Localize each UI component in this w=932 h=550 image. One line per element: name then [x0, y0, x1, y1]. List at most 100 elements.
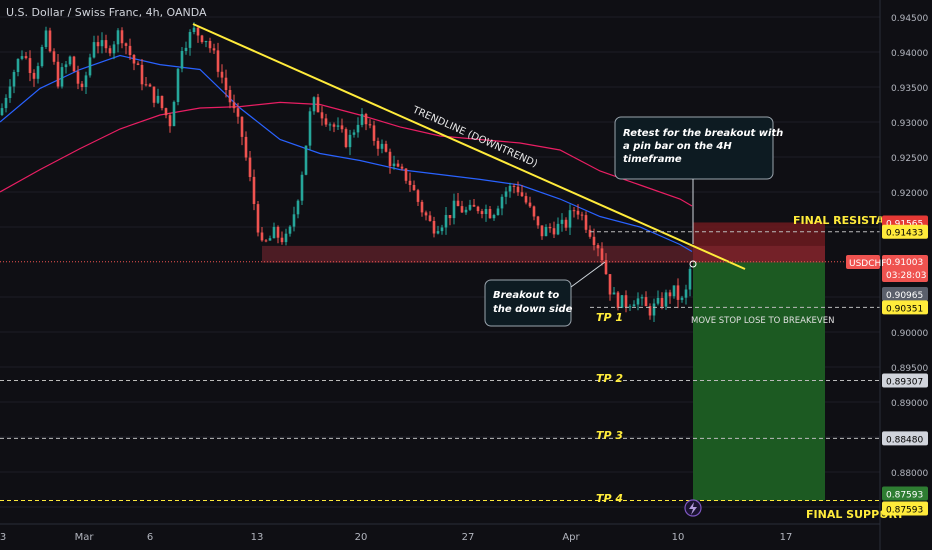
candle-body-61: [244, 136, 248, 158]
price-tick-5: 0.92000: [891, 189, 928, 199]
candle-body-130: [520, 192, 524, 197]
move-stop-label: MOVE STOP LOSE TO BREAKEVEN: [691, 316, 834, 326]
badge-final-support: 0.87593: [886, 490, 923, 500]
candle-body-6: [24, 56, 28, 59]
time-tick-5: 27: [462, 532, 475, 543]
candle-body-122: [488, 209, 492, 219]
candle-body-35: [140, 64, 144, 85]
candle-body-83: [332, 124, 336, 127]
breakout-callout-pointer: [570, 261, 606, 288]
candle-body-29: [116, 30, 120, 45]
candle-body-114: [456, 200, 460, 207]
candle-body-43: [172, 101, 176, 127]
candle-body-63: [252, 176, 256, 204]
candle-body-148: [592, 236, 596, 246]
candle-body-78: [312, 97, 316, 112]
trendline-label: TRENDLINE (DOWNTREND): [410, 104, 539, 170]
candle-body-125: [500, 196, 504, 209]
candle-body-89: [356, 124, 360, 133]
badge-countdown: 03:28:03: [886, 271, 926, 281]
price-tick-3: 0.93000: [891, 119, 928, 129]
candle-body-172: [688, 268, 692, 290]
candle-body-21: [84, 75, 88, 87]
breakout-support-zone: [262, 245, 825, 263]
retest-callout-line-1: a pin bar on the 4H: [623, 141, 732, 152]
tp3-label: TP 3: [596, 429, 623, 442]
candle-body-167: [668, 292, 672, 297]
candle-body-145: [580, 214, 584, 216]
candle-body-128: [512, 185, 516, 187]
candle-body-123: [492, 215, 496, 219]
candle-body-81: [324, 118, 328, 125]
candle-body-66: [264, 240, 268, 242]
price-tick-0: 0.94500: [891, 14, 928, 24]
candle-body-32: [128, 45, 132, 55]
candle-body-60: [240, 116, 244, 137]
badge-mid-gray: 0.90965: [886, 291, 923, 301]
candle-body-53: [212, 48, 216, 51]
candle-body-96: [384, 143, 388, 152]
candle-body-115: [460, 206, 464, 213]
candle-body-100: [400, 166, 404, 169]
candle-body-85: [340, 125, 344, 130]
candle-body-121: [484, 209, 488, 214]
badge-tp3-bg: [882, 431, 928, 446]
candle-body-90: [360, 114, 364, 125]
candle-body-11: [44, 30, 48, 47]
candle-body-8: [32, 72, 36, 79]
price-tick-12: 0.88000: [891, 469, 928, 479]
candle-body-92: [368, 124, 372, 126]
badge-tp1: 0.90351: [886, 304, 923, 314]
candle-body-50: [200, 35, 204, 43]
candle-body-25: [100, 40, 104, 47]
candle-body-70: [280, 237, 284, 243]
candle-body-68: [272, 226, 276, 239]
candle-body-102: [408, 180, 412, 185]
candle-body-126: [504, 191, 508, 197]
badge-final-support-bg: [882, 486, 928, 501]
candle-body-104: [416, 190, 420, 202]
time-tick-7: 10: [672, 532, 685, 543]
candle-body-3: [12, 72, 16, 87]
candle-body-69: [276, 226, 280, 238]
candle-body-143: [572, 210, 576, 212]
candle-body-62: [248, 157, 252, 177]
candle-body-67: [268, 238, 272, 241]
candle-body-37: [148, 84, 152, 87]
candle-body-71: [284, 233, 288, 243]
badge-symbol-bg: [846, 255, 880, 269]
candle-body-80: [320, 112, 324, 119]
candle-body-119: [476, 206, 480, 212]
ma-fast-line: [0, 54, 693, 253]
badge-entry: 0.91433: [886, 229, 923, 239]
candle-body-38: [152, 86, 156, 103]
badge-tp2-bg: [882, 373, 928, 388]
candle-body-135: [540, 225, 544, 237]
candle-body-0: [0, 108, 4, 115]
badge-entry-bg: [882, 224, 928, 239]
candle-body-149: [596, 245, 600, 249]
candle-body-108: [432, 221, 436, 234]
candle-body-84: [336, 125, 340, 127]
candle-body-155: [620, 295, 624, 308]
candle-body-168: [672, 285, 676, 297]
candle-body-16: [64, 64, 68, 68]
candle-body-23: [92, 42, 96, 58]
badge-current-bg: [882, 255, 928, 282]
candle-body-65: [260, 232, 264, 241]
candle-body-73: [292, 214, 296, 227]
candle-body-40: [160, 95, 164, 109]
candle-body-91: [364, 114, 368, 125]
candle-body-105: [420, 201, 424, 213]
badge-final-resistance: 0.91565: [886, 219, 923, 229]
candle-body-138: [552, 228, 556, 235]
candle-body-164: [656, 298, 660, 304]
time-tick-1: Mar: [75, 532, 95, 543]
candle-body-42: [168, 115, 172, 127]
candle-body-30: [120, 30, 124, 44]
candle-body-109: [436, 231, 440, 234]
candle-body-111: [444, 215, 448, 228]
candle-body-136: [544, 227, 548, 237]
candle-body-79: [316, 97, 320, 113]
